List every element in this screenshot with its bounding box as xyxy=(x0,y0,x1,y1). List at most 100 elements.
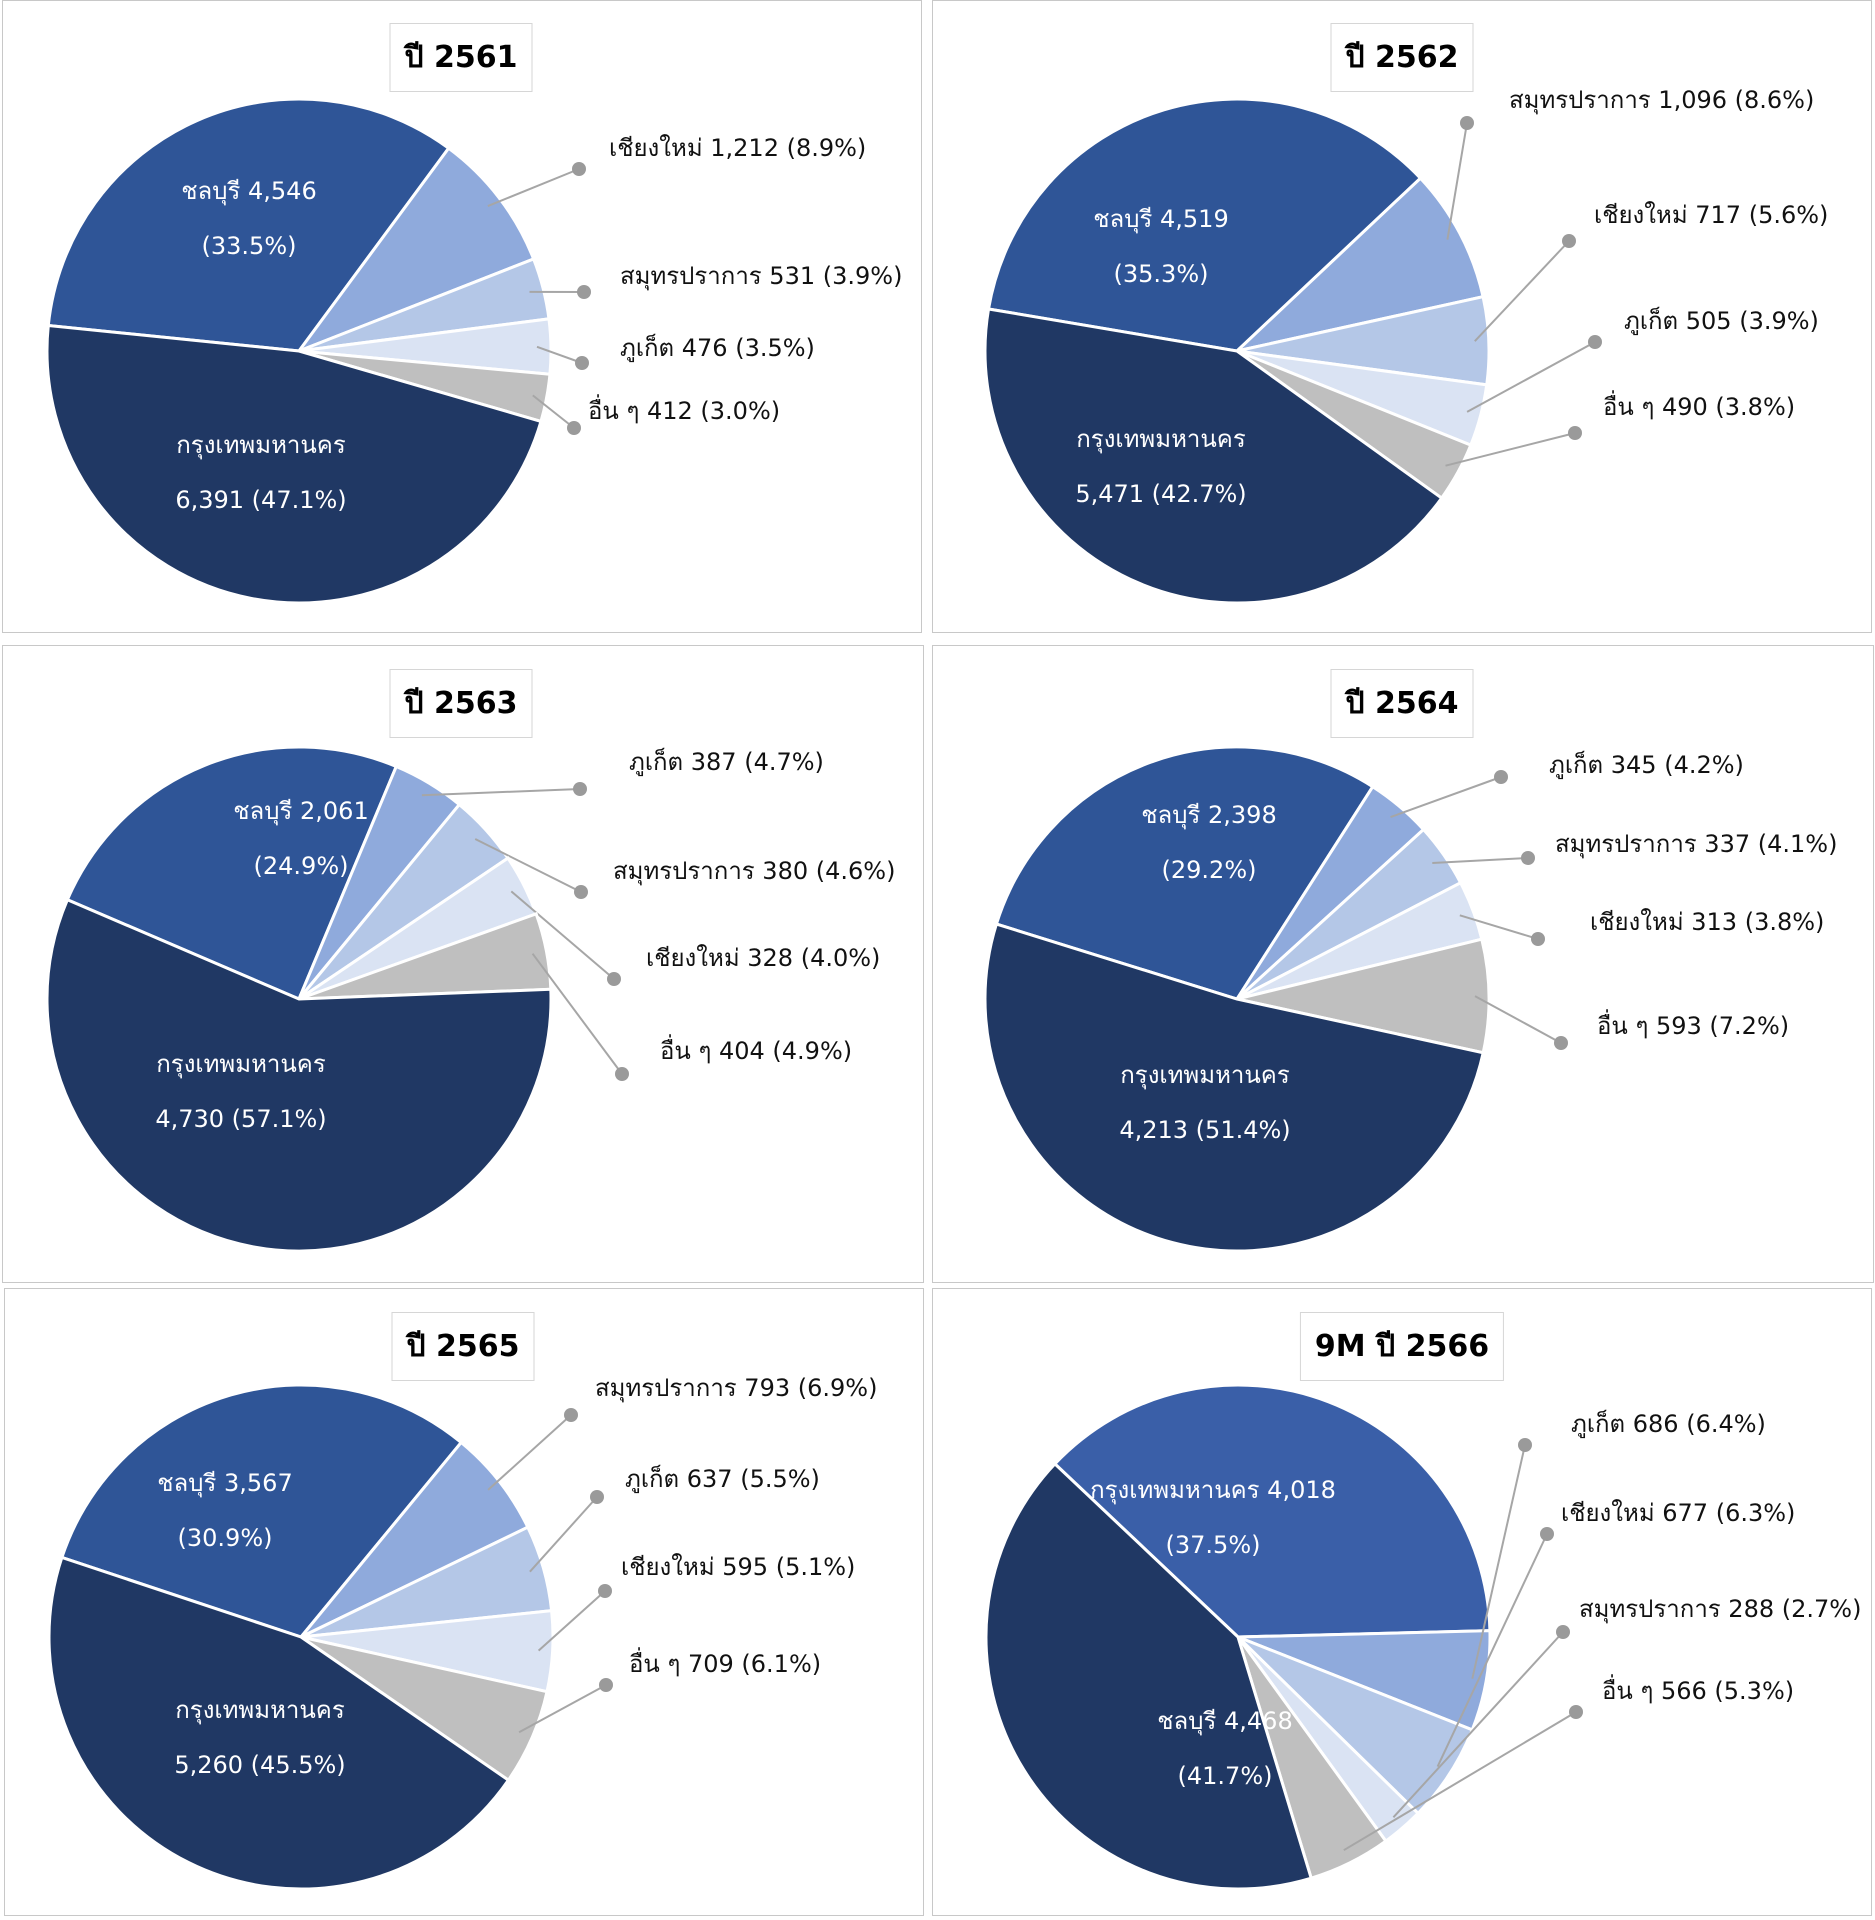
leader-dot xyxy=(590,1490,604,1504)
leader-line xyxy=(536,345,583,364)
slice-value-label: (33.5%) xyxy=(202,232,297,260)
leader-line xyxy=(1474,995,1562,1044)
leader-line xyxy=(537,1590,606,1652)
slice-label: อื่น ๆ 566 (5.3%) xyxy=(1602,1674,1794,1705)
pie-slice xyxy=(65,745,399,1001)
leader-line xyxy=(487,168,580,208)
pie-chart-svg: ชลบุรี 2,061 (24.9%) ภูเก็ต 387 (4.7%) สมุท… xyxy=(45,745,895,1253)
slice-label: เชียงใหม่ 1,212 (8.9%) xyxy=(609,134,866,162)
slice-label: อื่น ๆ 593 (7.2%) xyxy=(1597,1009,1789,1040)
pie-chart-svg: ชลบุรี 4,546 (33.5%) เชียงใหม่ 1,212 (8.9%… xyxy=(45,97,902,605)
leader-line xyxy=(518,1684,607,1734)
leader-line xyxy=(1392,1631,1564,1818)
leader-line xyxy=(487,1414,572,1491)
pie-slice xyxy=(45,897,553,1253)
leader-dot xyxy=(574,885,588,899)
leader-dot xyxy=(607,972,621,986)
slice-label: ชลบุรี 2,398 xyxy=(1141,801,1276,830)
slice-label: อื่น ๆ 412 (3.0%) xyxy=(588,394,780,425)
pie-chart-svg: ชลบุรี 2,398 (29.2%) ภูเก็ต 345 (4.2%) สมุท… xyxy=(983,745,1837,1253)
pie-slice xyxy=(1052,1383,1492,1639)
slice-label: ภูเก็ต 686 (6.4%) xyxy=(1571,1409,1766,1439)
slice-value-label: (30.9%) xyxy=(178,1524,273,1552)
slice-label: กรุงเทพมหานคร xyxy=(176,431,346,460)
slice-label: ภูเก็ต 476 (3.5%) xyxy=(620,333,815,363)
pie-slice xyxy=(47,1555,511,1891)
leader-dot xyxy=(1554,1036,1568,1050)
pie-slice xyxy=(986,97,1423,353)
leader-line xyxy=(1390,776,1502,819)
leader-dot xyxy=(599,1678,613,1692)
pie-slice xyxy=(983,307,1444,605)
leader-dot xyxy=(572,162,586,176)
pie-chart-panel: ปี 2564 ชลบุรี 2,398 (29.2%) ภูเก็ต 345 (4.… xyxy=(932,645,1874,1283)
slice-label: สมุทรปราการ 380 (4.6%) xyxy=(613,857,895,886)
slice-value-label: (24.9%) xyxy=(254,852,349,880)
slice-value-label: 4,213 (51.4%) xyxy=(1119,1116,1290,1144)
slice-label: ชลบุรี 3,567 xyxy=(157,1469,292,1498)
pie-slice xyxy=(1232,176,1485,354)
leader-dot xyxy=(1531,932,1545,946)
pie-slice xyxy=(984,1461,1314,1891)
slice-label: อื่น ๆ 709 (6.1%) xyxy=(629,1647,821,1678)
slice-label: ชลบุรี 2,061 xyxy=(233,797,368,826)
slice-label: เชียงใหม่ 677 (6.3%) xyxy=(1561,1499,1795,1527)
pie-chart-panel: ปี 2562 ชลบุรี 4,519 (35.3%) สมุทรปราการ 1,… xyxy=(932,0,1872,633)
slice-label: สมุทรปราการ 337 (4.1%) xyxy=(1555,830,1837,859)
chart-title: ปี 2562 xyxy=(1330,23,1474,92)
slice-label: ภูเก็ต 345 (4.2%) xyxy=(1549,750,1744,780)
leader-dot xyxy=(1540,1527,1554,1541)
leader-dot xyxy=(1518,1438,1532,1452)
slice-label: เชียงใหม่ 328 (4.0%) xyxy=(646,944,880,972)
pie-chart-svg: ชลบุรี 3,567 (30.9%) สมุทรปราการ 793 (6.9%… xyxy=(47,1374,877,1891)
leader-line xyxy=(1445,432,1576,467)
chart-title: ปี 2564 xyxy=(1330,669,1474,738)
leader-dot xyxy=(1569,1705,1583,1719)
pie-slice xyxy=(46,97,451,353)
slice-value-label: (37.5%) xyxy=(1166,1531,1261,1559)
leader-line xyxy=(1471,1444,1526,1679)
leader-line xyxy=(1432,857,1529,864)
slice-label: กรุงเทพมหานคร xyxy=(1076,425,1246,454)
pie-chart-svg: กรุงเทพมหานคร 4,018 (37.5%) ภูเก็ต 686 (6.… xyxy=(984,1383,1861,1891)
chart-title: ปี 2565 xyxy=(391,1312,535,1381)
slice-value-label: 4,730 (57.1%) xyxy=(155,1105,326,1133)
pie-chart-svg: ชลบุรี 4,519 (35.3%) สมุทรปราการ 1,096 (8.… xyxy=(983,86,1828,605)
chart-title: 9M ปี 2566 xyxy=(1299,1312,1505,1381)
slice-label: กรุงเทพมหานคร xyxy=(1120,1061,1290,1090)
slice-value-label: 6,391 (47.1%) xyxy=(175,486,346,514)
pie-slice xyxy=(59,1383,464,1639)
leader-dot xyxy=(1460,116,1474,130)
slice-label: สมุทรปราการ 1,096 (8.6%) xyxy=(1509,86,1814,115)
leader-line xyxy=(1446,122,1468,240)
slice-label: สมุทรปราการ 531 (3.9%) xyxy=(620,262,902,291)
leader-line xyxy=(1474,240,1570,342)
leader-dot xyxy=(573,782,587,796)
leader-line xyxy=(474,838,582,893)
slice-label: อื่น ๆ 404 (4.9%) xyxy=(660,1034,852,1065)
leader-dot xyxy=(1521,851,1535,865)
slice-label: กรุงเทพมหานคร xyxy=(175,1696,345,1725)
leader-line xyxy=(510,890,615,980)
slice-label: กรุงเทพมหานคร xyxy=(156,1050,326,1079)
slice-value-label: 5,471 (42.7%) xyxy=(1075,480,1246,508)
leader-dot xyxy=(564,1408,578,1422)
leader-dot xyxy=(1568,426,1582,440)
slice-value-label: (35.3%) xyxy=(1114,260,1209,288)
slice-value-label: 5,260 (45.5%) xyxy=(174,1751,345,1779)
leader-dot xyxy=(615,1067,629,1081)
leader-dot xyxy=(1562,234,1576,248)
pie-slice xyxy=(983,922,1485,1253)
slice-label: ภูเก็ต 387 (4.7%) xyxy=(629,747,824,777)
leader-line xyxy=(1466,341,1596,413)
leader-line xyxy=(421,788,581,797)
slice-label: สมุทรปราการ 793 (6.9%) xyxy=(595,1374,877,1403)
slice-label: เชียงใหม่ 313 (3.8%) xyxy=(1590,908,1824,936)
slice-label: อื่น ๆ 490 (3.8%) xyxy=(1603,390,1795,421)
slice-label: กรุงเทพมหานคร 4,018 xyxy=(1090,1476,1336,1505)
pie-chart-panel: ปี 2561 ชลบุรี 4,546 (33.5%) เชียงใหม่ 1,21… xyxy=(2,0,922,633)
slice-label: เชียงใหม่ 595 (5.1%) xyxy=(621,1553,855,1581)
leader-dot xyxy=(1556,1625,1570,1639)
leader-line xyxy=(532,394,575,429)
